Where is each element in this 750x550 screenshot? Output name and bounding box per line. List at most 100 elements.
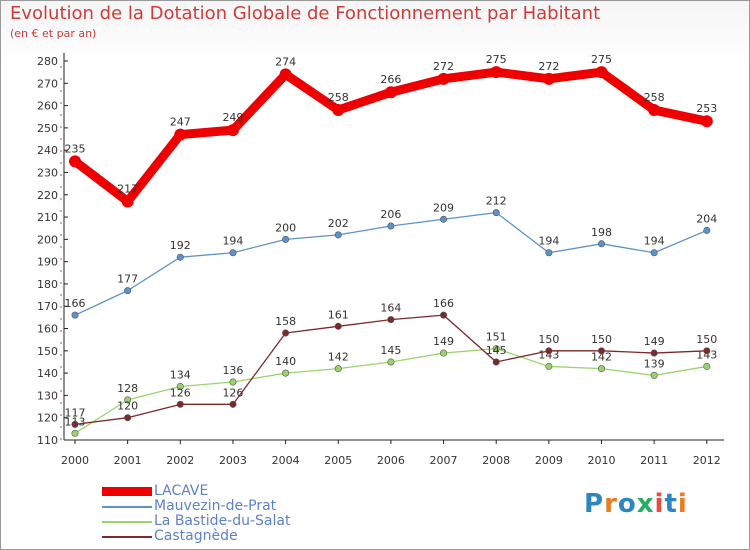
data-point — [334, 322, 342, 330]
y-tick-label: 180 — [37, 278, 58, 291]
data-label: 177 — [117, 273, 138, 286]
data-point — [174, 128, 187, 141]
data-point — [440, 311, 448, 319]
data-label: 217 — [117, 182, 138, 195]
y-tick-label: 130 — [37, 389, 58, 402]
legend-item: La Bastide-du-Salat — [102, 514, 362, 529]
x-tick-label: 2009 — [535, 454, 563, 467]
legend-label: Castagnède — [154, 528, 238, 544]
legend-label: La Bastide-du-Salat — [154, 513, 291, 529]
data-point — [229, 249, 237, 257]
data-label: 272 — [433, 60, 454, 73]
data-point — [279, 68, 292, 81]
proxiti-logo: Proxiti — [584, 489, 688, 519]
series-castagn-de: 117 120 126 126 158 161 164 166 145 150 150 149 150 — [65, 297, 717, 428]
data-label: 258 — [644, 91, 665, 104]
data-label: 266 — [380, 73, 401, 86]
y-tick-label: 270 — [37, 77, 58, 90]
data-label: 149 — [644, 335, 665, 348]
data-point — [492, 209, 500, 217]
data-point — [176, 400, 184, 408]
data-label: 128 — [117, 382, 138, 395]
data-label: 166 — [433, 297, 454, 310]
legend-label: Mauvezin-de-Prat — [154, 498, 277, 514]
data-point — [124, 287, 132, 295]
y-tick-label: 260 — [37, 100, 58, 113]
logo-letter: t — [664, 489, 678, 519]
chart-legend: LACAVE Mauvezin-de-Prat La Bastide-du-Sala… — [102, 484, 362, 544]
y-tick-label: 170 — [37, 300, 58, 313]
y-tick-label: 200 — [37, 233, 58, 246]
x-tick-label: 2011 — [640, 454, 668, 467]
x-tick-label: 2012 — [693, 454, 721, 467]
y-tick-label: 150 — [37, 345, 58, 358]
y-tick-label: 280 — [37, 55, 58, 68]
data-label: 134 — [170, 368, 191, 381]
data-label: 209 — [433, 201, 454, 214]
data-label: 149 — [433, 335, 454, 348]
data-point — [334, 365, 342, 373]
data-label: 161 — [328, 308, 349, 321]
data-label: 198 — [591, 226, 612, 239]
x-tick-label: 2008 — [482, 454, 510, 467]
x-tick-label: 2000 — [61, 454, 89, 467]
data-point — [545, 362, 553, 370]
data-label: 150 — [538, 333, 559, 346]
data-point — [176, 382, 184, 390]
data-label: 140 — [275, 355, 296, 368]
logo-letter: o — [617, 489, 637, 519]
x-tick-label: 2003 — [219, 454, 247, 467]
x-tick-label: 2002 — [166, 454, 194, 467]
data-label: 151 — [486, 331, 507, 344]
data-point — [124, 396, 132, 404]
data-label: 164 — [380, 302, 401, 315]
data-point — [597, 240, 605, 248]
y-tick-label: 190 — [37, 256, 58, 269]
data-label: 139 — [644, 357, 665, 370]
data-label: 206 — [380, 208, 401, 221]
data-point — [334, 231, 342, 239]
data-point — [121, 195, 134, 208]
data-label: 158 — [275, 315, 296, 328]
data-label: 126 — [170, 386, 191, 399]
y-tick-label: 250 — [37, 122, 58, 135]
data-label: 247 — [170, 116, 191, 129]
data-point — [700, 115, 713, 128]
data-label: 194 — [222, 235, 243, 248]
data-label: 194 — [538, 235, 559, 248]
y-tick-label: 110 — [37, 434, 58, 447]
data-point — [492, 358, 500, 366]
x-tick-label: 2006 — [377, 454, 405, 467]
data-label: 150 — [591, 333, 612, 346]
legend-swatch — [102, 487, 152, 496]
legend-swatch — [102, 536, 152, 538]
data-point — [440, 215, 448, 223]
data-label: 253 — [696, 102, 717, 115]
series-mauvezin-de-prat: 166 177 192 194 200 202 206 209 212 194 198 194 204 — [65, 195, 717, 319]
x-tick-label: 2005 — [324, 454, 352, 467]
data-point — [282, 329, 290, 337]
chart-title: Evolution de la Dotation Globale de Fonc… — [10, 3, 601, 24]
data-point — [71, 420, 79, 428]
data-label: 275 — [591, 53, 612, 66]
y-tick-label: 240 — [37, 144, 58, 157]
legend-label: LACAVE — [154, 483, 209, 499]
data-point — [226, 124, 239, 137]
data-point — [703, 362, 711, 370]
data-label: 192 — [170, 239, 191, 252]
data-point — [282, 235, 290, 243]
logo-letter: i — [677, 489, 688, 519]
data-label: 142 — [328, 351, 349, 364]
data-point — [69, 155, 81, 168]
y-tick-label: 210 — [37, 211, 58, 224]
data-point — [648, 104, 661, 117]
x-tick-label: 2001 — [114, 454, 142, 467]
data-point — [71, 429, 79, 437]
data-label: 126 — [222, 386, 243, 399]
data-point — [282, 369, 290, 377]
y-tick-label: 120 — [37, 412, 58, 425]
data-point — [387, 358, 395, 366]
x-tick-label: 2004 — [272, 454, 300, 467]
legend-item: LACAVE — [102, 484, 362, 499]
data-point — [597, 365, 605, 373]
